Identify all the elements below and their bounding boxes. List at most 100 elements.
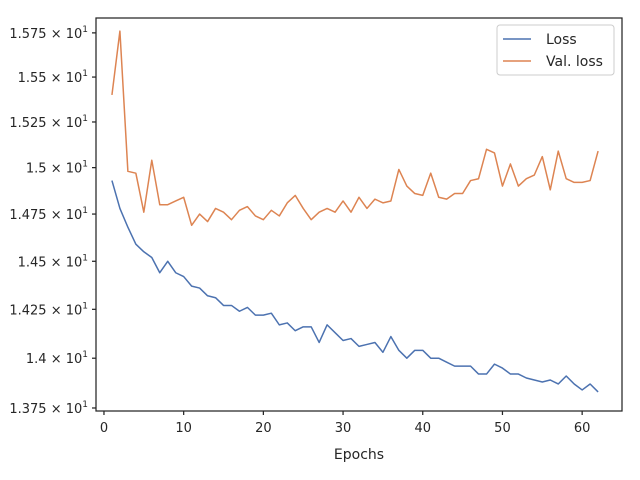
x-tick-label: 50 bbox=[494, 421, 511, 436]
series-line-val-loss bbox=[111, 30, 599, 227]
data-point-loss bbox=[207, 295, 208, 296]
data-point-val-loss bbox=[263, 219, 264, 220]
data-point-loss bbox=[279, 324, 280, 325]
data-point-val-loss bbox=[494, 152, 495, 153]
y-tick-label: 1.375 × 101 bbox=[9, 400, 88, 417]
data-point-val-loss bbox=[127, 171, 128, 172]
x-tick-label: 40 bbox=[414, 421, 431, 436]
x-tick-label: 10 bbox=[175, 421, 192, 436]
data-point-val-loss bbox=[414, 193, 415, 194]
data-point-loss bbox=[454, 366, 455, 367]
data-point-loss bbox=[239, 311, 240, 312]
data-point-loss bbox=[231, 305, 232, 306]
data-point-loss bbox=[406, 358, 407, 359]
data-point-val-loss bbox=[478, 178, 479, 179]
data-point-loss bbox=[494, 364, 495, 365]
data-point-loss bbox=[486, 373, 487, 374]
data-point-loss bbox=[263, 315, 264, 316]
data-point-val-loss bbox=[223, 212, 224, 213]
data-point-loss bbox=[446, 362, 447, 363]
x-tick-label: 60 bbox=[574, 421, 591, 436]
data-point-loss bbox=[438, 358, 439, 359]
legend-label-val-loss: Val. loss bbox=[546, 54, 603, 70]
data-point-val-loss bbox=[398, 169, 399, 170]
data-point-val-loss bbox=[438, 197, 439, 198]
data-point-val-loss bbox=[486, 149, 487, 150]
data-point-loss bbox=[558, 383, 559, 384]
data-point-loss bbox=[582, 389, 583, 390]
data-point-val-loss bbox=[526, 178, 527, 179]
data-point-loss bbox=[159, 272, 160, 273]
data-point-loss bbox=[462, 366, 463, 367]
data-point-loss bbox=[566, 375, 567, 376]
data-point-val-loss bbox=[590, 180, 591, 181]
data-point-val-loss bbox=[597, 151, 598, 152]
data-point-loss bbox=[295, 330, 296, 331]
data-point-loss bbox=[350, 338, 351, 339]
data-point-loss bbox=[414, 350, 415, 351]
y-tick-label: 1.45 × 101 bbox=[18, 253, 88, 270]
y-tick-label: 1.525 × 101 bbox=[9, 114, 88, 131]
data-point-loss bbox=[255, 315, 256, 316]
data-point-val-loss bbox=[143, 212, 144, 213]
data-point-val-loss bbox=[231, 219, 232, 220]
data-point-loss bbox=[135, 244, 136, 245]
data-point-loss bbox=[518, 373, 519, 374]
data-point-loss bbox=[574, 383, 575, 384]
legend-box bbox=[496, 24, 615, 76]
data-point-loss bbox=[542, 381, 543, 382]
x-tick-label: 0 bbox=[100, 421, 108, 436]
legend-label-loss: Loss bbox=[546, 32, 577, 48]
data-point-loss bbox=[334, 332, 335, 333]
data-point-loss bbox=[143, 251, 144, 252]
data-point-val-loss bbox=[183, 197, 184, 198]
data-point-val-loss bbox=[406, 186, 407, 187]
data-point-val-loss bbox=[534, 174, 535, 175]
data-point-val-loss bbox=[358, 197, 359, 198]
data-point-loss bbox=[327, 324, 328, 325]
data-point-val-loss bbox=[215, 208, 216, 209]
data-point-val-loss bbox=[111, 94, 112, 95]
data-point-val-loss bbox=[199, 213, 200, 214]
data-point-loss bbox=[510, 373, 511, 374]
data-point-loss bbox=[199, 287, 200, 288]
data-point-loss bbox=[597, 391, 598, 392]
data-point-loss bbox=[111, 180, 112, 181]
data-point-loss bbox=[526, 377, 527, 378]
data-point-loss bbox=[390, 336, 391, 337]
data-point-val-loss bbox=[303, 208, 304, 209]
y-tick-label: 1.475 × 101 bbox=[9, 206, 88, 223]
plot-area bbox=[95, 17, 623, 412]
data-point-val-loss bbox=[319, 212, 320, 213]
data-point-loss bbox=[502, 368, 503, 369]
data-point-val-loss bbox=[327, 208, 328, 209]
data-point-val-loss bbox=[422, 195, 423, 196]
data-point-val-loss bbox=[510, 163, 511, 164]
data-point-val-loss bbox=[342, 200, 343, 201]
data-point-loss bbox=[303, 326, 304, 327]
data-point-val-loss bbox=[462, 193, 463, 194]
data-point-loss bbox=[422, 350, 423, 351]
data-point-val-loss bbox=[382, 202, 383, 203]
data-point-val-loss bbox=[550, 189, 551, 190]
data-point-val-loss bbox=[374, 199, 375, 200]
data-point-val-loss bbox=[295, 195, 296, 196]
data-point-val-loss bbox=[151, 160, 152, 161]
axes-background bbox=[96, 18, 622, 411]
x-tick-label: 30 bbox=[335, 421, 352, 436]
data-point-loss bbox=[183, 276, 184, 277]
data-point-loss bbox=[534, 379, 535, 380]
data-point-loss bbox=[358, 346, 359, 347]
data-point-val-loss bbox=[446, 199, 447, 200]
data-point-loss bbox=[470, 366, 471, 367]
data-point-loss bbox=[119, 208, 120, 209]
y-tick-label: 1.55 × 101 bbox=[18, 69, 88, 86]
data-point-val-loss bbox=[159, 204, 160, 205]
data-point-val-loss bbox=[454, 193, 455, 194]
series-line-loss bbox=[111, 180, 599, 393]
data-point-val-loss bbox=[350, 212, 351, 213]
data-point-val-loss bbox=[175, 200, 176, 201]
data-point-loss bbox=[127, 227, 128, 228]
y-axis: 1.375 × 101 1.4 × 101 1.425 × 101 1.45 × 10… bbox=[9, 25, 96, 417]
